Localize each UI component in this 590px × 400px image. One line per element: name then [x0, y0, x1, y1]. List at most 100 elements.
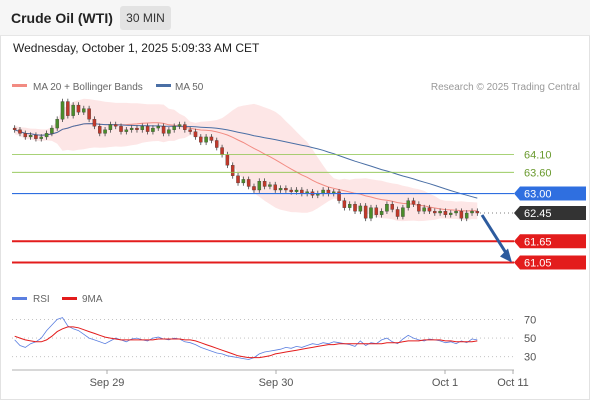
- candle: [108, 124, 113, 130]
- candle: [246, 179, 251, 187]
- candle: [406, 200, 410, 208]
- support-tag: [514, 255, 586, 270]
- candle: [417, 204, 421, 212]
- candle: [193, 131, 198, 138]
- support-tag: [514, 234, 586, 249]
- candle: [188, 129, 192, 132]
- candle: [119, 126, 123, 132]
- rsi-tick-label: 70: [524, 314, 536, 326]
- candle: [236, 175, 240, 184]
- candle: [129, 127, 134, 130]
- candle: [475, 211, 480, 214]
- candle: [76, 104, 81, 113]
- candle: [98, 126, 102, 134]
- support-label: 61.65: [524, 236, 552, 248]
- candle: [177, 124, 182, 127]
- candle: [82, 108, 86, 113]
- candle: [284, 188, 288, 191]
- candle: [464, 212, 469, 219]
- candle: [401, 207, 405, 217]
- candle: [374, 207, 379, 215]
- candle: [347, 204, 352, 208]
- candle: [395, 209, 400, 217]
- candle: [209, 136, 214, 141]
- candle: [140, 126, 145, 130]
- candle: [23, 133, 28, 138]
- candle: [103, 129, 107, 134]
- candle: [230, 165, 235, 176]
- candle: [156, 126, 160, 129]
- rsi-tick-label: 30: [524, 352, 536, 364]
- candle: [124, 129, 129, 132]
- rsi-ma-legend-swatch: [62, 297, 77, 300]
- candle: [422, 207, 426, 212]
- candle: [411, 200, 416, 205]
- rsi-line: [14, 317, 478, 360]
- candle: [363, 205, 368, 219]
- support-label: 61.05: [524, 258, 552, 270]
- candle: [34, 135, 38, 139]
- candle: [241, 179, 246, 184]
- candle: [459, 211, 464, 219]
- rsi-panel: 70 50 30: [12, 314, 536, 364]
- candle: [18, 129, 22, 134]
- candle: [92, 119, 97, 127]
- candle: [225, 154, 230, 166]
- candle: [60, 101, 65, 120]
- ma50-line: [14, 123, 478, 199]
- candle: [199, 136, 203, 143]
- candle: [385, 204, 389, 212]
- candle: [183, 124, 187, 130]
- candle: [390, 204, 394, 210]
- research-credit: Research © 2025 Trading Central: [431, 82, 580, 93]
- candle: [215, 140, 219, 148]
- candle: [449, 212, 453, 215]
- timestamp: Wednesday, October 1, 2025 5:09:33 AM CE…: [13, 41, 260, 55]
- pivot-label: 63.00: [524, 189, 552, 201]
- candle: [379, 211, 384, 215]
- candle: [369, 207, 373, 219]
- candle: [294, 189, 299, 192]
- chart-header: Crude Oil (WTI) 30 MIN: [0, 0, 590, 36]
- rsi-ma-line: [14, 326, 478, 359]
- candle: [252, 186, 256, 191]
- candle: [470, 211, 474, 214]
- candle: [433, 211, 437, 214]
- candle: [273, 184, 277, 191]
- interval-button[interactable]: 30 MIN: [120, 6, 171, 30]
- candle: [28, 135, 33, 138]
- last-price-label: 62.45: [524, 208, 552, 220]
- candle: [55, 119, 59, 129]
- candle: [268, 184, 272, 187]
- candle: [87, 108, 91, 120]
- candle: [167, 129, 171, 134]
- candle: [427, 207, 432, 212]
- instrument-title: Crude Oil (WTI): [11, 10, 113, 26]
- x-tick-label: Sep 30: [259, 377, 294, 389]
- candle: [204, 136, 208, 143]
- candle: [135, 127, 139, 130]
- candle: [278, 188, 283, 191]
- candle: [44, 133, 49, 138]
- candle: [71, 104, 75, 116]
- candle: [172, 126, 176, 130]
- ma50-legend-label: MA 50: [175, 82, 204, 93]
- candle: [257, 181, 262, 191]
- last-price-tag: [514, 206, 586, 220]
- candle: [145, 126, 150, 132]
- time-axis: Sep 29 Sep 30 Oct 1 Oct 11: [12, 369, 529, 389]
- ma20-legend-label: MA 20 + Bollinger Bands: [33, 82, 143, 93]
- candle: [66, 101, 70, 116]
- ma50-legend-swatch: [156, 84, 171, 87]
- candle: [151, 127, 155, 132]
- candle: [12, 127, 17, 130]
- candle: [113, 124, 118, 127]
- rsi-legend-swatch: [12, 297, 27, 300]
- rsi-ma-legend-label: 9MA: [82, 294, 103, 305]
- pivot-tag: [514, 186, 586, 201]
- candle: [262, 181, 267, 187]
- forecast-arrow-head: [500, 248, 512, 263]
- x-tick-label: Sep 29: [90, 377, 125, 389]
- candle: [358, 205, 363, 212]
- candle: [353, 204, 357, 212]
